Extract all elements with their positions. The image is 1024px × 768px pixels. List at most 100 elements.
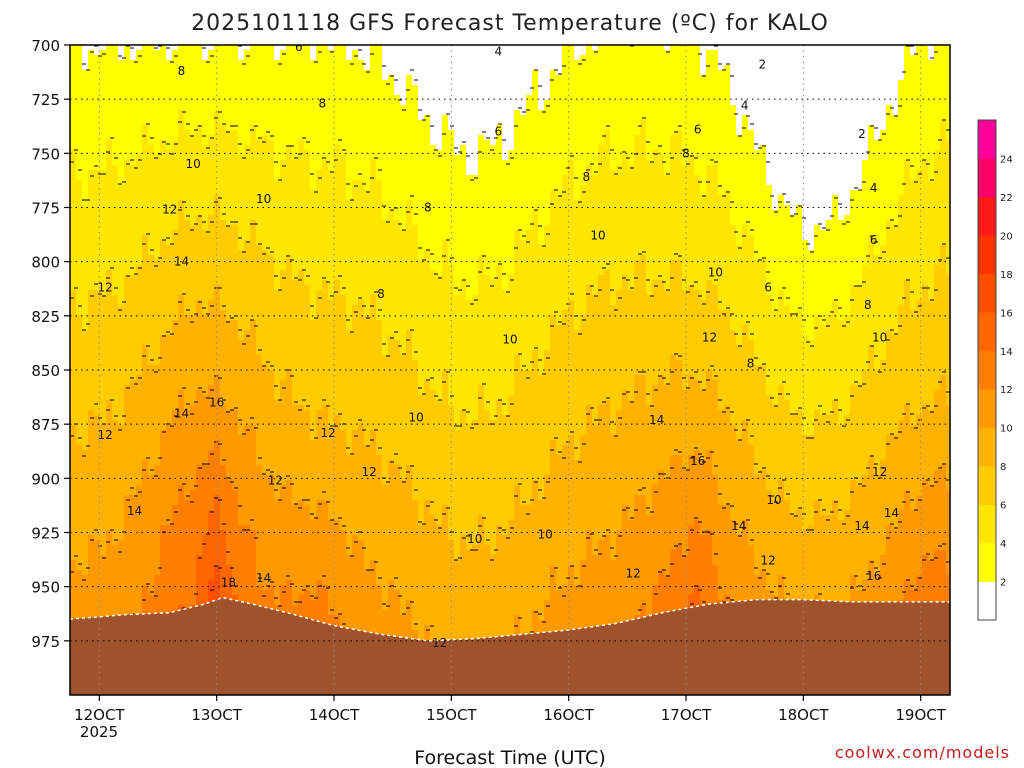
temp-cell [70, 370, 77, 376]
temp-cell [160, 180, 167, 186]
temp-cell [268, 310, 275, 316]
temp-cell [130, 135, 137, 141]
temp-cell [112, 500, 119, 506]
temp-cell [118, 335, 125, 341]
temp-cell [124, 535, 131, 541]
temp-cell [70, 460, 77, 466]
temp-cell [178, 540, 185, 546]
temp-cell [238, 595, 245, 601]
temp-cell [136, 380, 143, 386]
temp-cell [244, 80, 251, 86]
temp-cell [196, 95, 203, 101]
temp-cell [268, 300, 275, 306]
temp-cell [76, 125, 83, 131]
temp-cell [280, 460, 287, 466]
temp-cell [172, 110, 179, 116]
temp-cell [244, 305, 251, 311]
temp-cell [244, 410, 251, 416]
temp-cell [70, 90, 77, 96]
temp-cell [136, 115, 143, 121]
temp-cell [292, 210, 299, 216]
temp-cell [142, 160, 149, 166]
temp-cell [292, 580, 299, 586]
temp-cell [286, 415, 293, 421]
temp-cell [274, 170, 281, 176]
temp-cell [88, 420, 95, 426]
temp-cell [100, 135, 107, 141]
temp-cell [130, 370, 137, 376]
temp-cell [124, 370, 131, 376]
temp-cell [118, 165, 125, 171]
temp-cell [178, 600, 185, 606]
temp-cell [118, 595, 125, 601]
temp-cell [184, 490, 191, 496]
temp-cell [286, 220, 293, 226]
temp-cell [256, 245, 263, 251]
temp-cell [94, 185, 101, 191]
temp-cell [202, 235, 209, 241]
temp-cell [274, 45, 281, 51]
temp-cell [220, 175, 227, 181]
temp-cell [178, 80, 185, 86]
temp-cell [100, 595, 107, 601]
temp-cell [178, 575, 185, 581]
temp-cell [220, 210, 227, 216]
temp-cell [112, 400, 119, 406]
temp-cell [112, 505, 119, 511]
temp-cell [160, 370, 167, 376]
temp-cell [106, 570, 113, 576]
temp-cell [172, 175, 179, 181]
temp-cell [226, 375, 233, 381]
temp-cell [190, 60, 197, 66]
temp-cell [244, 510, 251, 516]
temp-cell [70, 150, 77, 156]
temp-cell [250, 85, 257, 91]
temp-cell [280, 50, 287, 56]
temp-cell [280, 245, 287, 251]
temp-cell [286, 235, 293, 241]
temp-cell [202, 175, 209, 181]
temp-cell [178, 210, 185, 216]
temp-cell [280, 310, 287, 316]
temp-cell [160, 470, 167, 476]
temp-cell [130, 525, 137, 531]
temp-cell [298, 55, 305, 61]
temp-cell [250, 75, 257, 81]
temp-cell [232, 510, 239, 516]
temp-cell [274, 505, 281, 511]
temp-cell [76, 425, 83, 431]
temp-cell [214, 290, 221, 296]
temp-cell [76, 75, 83, 81]
temp-cell [196, 230, 203, 236]
temp-cell [274, 390, 281, 396]
temp-cell [154, 145, 161, 151]
temp-cell [172, 445, 179, 451]
temp-cell [208, 265, 215, 271]
temp-cell [220, 515, 227, 521]
temp-cell [82, 190, 89, 196]
temp-cell [208, 60, 215, 66]
temp-cell [130, 245, 137, 251]
temp-cell [190, 320, 197, 326]
temp-cell [106, 170, 113, 176]
temp-cell [268, 275, 275, 281]
temp-cell [214, 280, 221, 286]
temp-cell [274, 240, 281, 246]
temp-cell [238, 100, 245, 106]
temp-cell [196, 115, 203, 121]
temp-cell [118, 605, 125, 611]
temp-cell [76, 575, 83, 581]
temp-cell [214, 535, 221, 541]
temp-cell [172, 105, 179, 111]
temp-cell [256, 585, 263, 591]
temp-cell [88, 580, 95, 586]
temp-cell [76, 470, 83, 476]
temp-cell [148, 325, 155, 331]
temp-cell [196, 130, 203, 136]
temp-cell [190, 180, 197, 186]
temp-cell [70, 570, 77, 576]
temp-cell [136, 575, 143, 581]
temp-cell [172, 95, 179, 101]
temp-cell [280, 210, 287, 216]
temp-cell [106, 305, 113, 311]
